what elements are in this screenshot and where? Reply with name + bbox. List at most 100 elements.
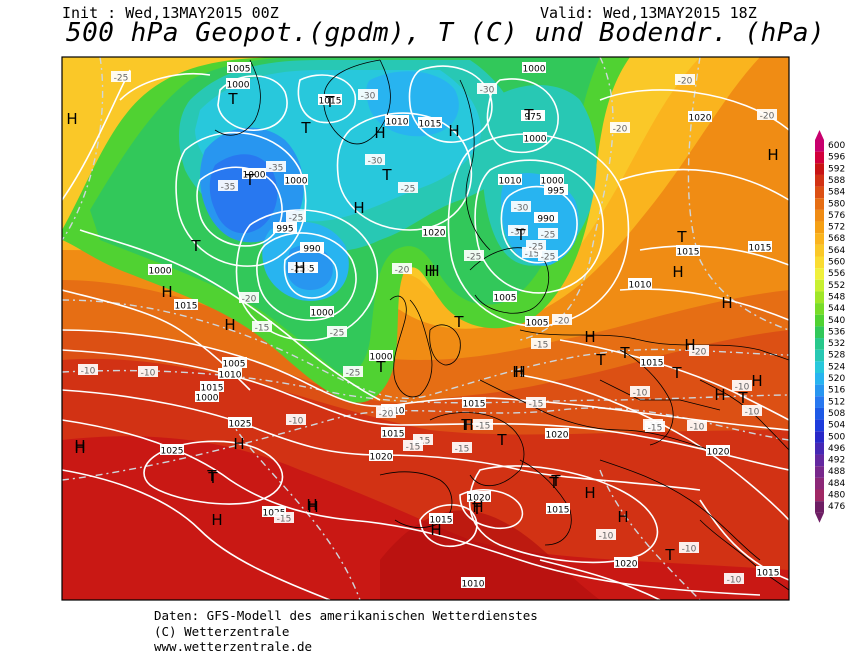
legend-label: 536 <box>828 327 845 337</box>
temperature-label: -20 <box>379 410 394 420</box>
pressure-label: 990 <box>537 215 554 225</box>
pressure-label: 1015 <box>175 302 198 312</box>
map-frame <box>61 56 790 601</box>
footer-copyright: (C) Wetterzentrale <box>154 623 290 639</box>
temperature-label: -10 <box>682 545 697 555</box>
pressure-label-bg <box>148 264 172 275</box>
high-pressure-marker: H <box>584 328 595 346</box>
legend-label: 600 <box>828 141 845 151</box>
low-pressure-marker: T <box>671 364 682 382</box>
pressure-label-bg <box>200 381 224 392</box>
legend-label: 504 <box>828 421 845 431</box>
temperature-label: -10 <box>599 532 614 542</box>
legend-swatch <box>815 221 824 234</box>
low-pressure-marker: T <box>375 358 386 376</box>
temperature-label-bg <box>365 154 385 165</box>
temperature-label-bg <box>252 321 272 332</box>
temperature-label-bg <box>675 74 695 85</box>
temperature-label: -10 <box>727 576 742 586</box>
pressure-label-bg <box>521 110 545 121</box>
pressure-label-bg <box>242 168 266 179</box>
pressure-label: 1000 <box>227 81 250 91</box>
temperature-label-bg <box>327 326 347 337</box>
temperature-label: -30 <box>368 157 383 167</box>
pressure-label: 1000 <box>370 353 393 363</box>
legend-label: 512 <box>828 397 845 407</box>
temperature-label-bg <box>526 240 546 251</box>
footer-url[interactable]: www.wetterzentrale.de <box>154 639 313 654</box>
temperature-label: -25 <box>401 185 416 195</box>
temperature-field <box>62 57 789 600</box>
temperature-label-group: -25-30-30-35-35-30-25-25-30-30-20-20-15-… <box>78 71 777 586</box>
low-pressure-marker: T <box>324 93 335 111</box>
legend-label: 520 <box>828 374 845 384</box>
high-pressure-marker: H <box>224 316 235 334</box>
low-pressure-marker: T <box>676 228 687 246</box>
low-pressure-marker: T <box>300 119 311 137</box>
legend-swatch <box>815 244 824 257</box>
pressure-label: 1000 <box>311 309 334 319</box>
pressure-label: 1010 <box>386 118 409 128</box>
pressure-label-bg <box>429 513 453 524</box>
legend-bottom-arrow <box>815 512 824 523</box>
temperature-label: -15 <box>476 422 491 432</box>
temperature-label-bg <box>531 338 551 349</box>
pressure-label-bg <box>422 226 446 237</box>
temperature-label: -20 <box>555 317 570 327</box>
pressure-label: 1015 <box>319 97 342 107</box>
temperature-label-bg <box>645 421 665 432</box>
high-pressure-marker: H <box>424 262 435 280</box>
legend-label: 552 <box>828 281 845 291</box>
chart-title: 500 hPa Geopot.(gpdm), T (C) und Bodendr… <box>66 18 826 48</box>
pressure-label-bg <box>498 174 522 185</box>
legend-label: 576 <box>828 211 845 221</box>
legend-swatch <box>815 501 824 513</box>
temperature-label-bg <box>403 440 423 451</box>
legend-swatch <box>815 268 824 280</box>
temperature-label-bg <box>538 228 558 239</box>
temperature-label: -15 <box>455 445 470 455</box>
pressure-label-bg <box>493 291 517 302</box>
temperature-label: -30 <box>511 228 526 238</box>
pressure-label: 1020 <box>423 229 446 239</box>
legend-swatch <box>815 209 824 222</box>
temperature-label-bg <box>732 380 752 391</box>
pressure-label-bg <box>614 557 638 568</box>
pressure-label-bg <box>222 357 246 368</box>
high-pressure-marker: H <box>211 511 222 529</box>
temperature-label: -10 <box>141 369 156 379</box>
legend-label: 500 <box>828 432 845 442</box>
pressure-label: 1020 <box>615 560 638 570</box>
temperature-label: -25 <box>541 253 556 263</box>
low-pressure-marker: T <box>227 90 238 108</box>
pressure-label-bg <box>369 350 393 361</box>
low-pressure-marker: T <box>471 500 482 518</box>
high-pressure-marker: H <box>374 124 385 142</box>
temperature-label-bg <box>413 434 433 445</box>
temperature-label: -15 <box>277 515 292 525</box>
high-pressure-marker: H <box>714 386 725 404</box>
pressure-label: 1015 <box>677 248 700 258</box>
temperature-label-bg <box>288 262 308 273</box>
pressure-label-bg <box>544 184 568 195</box>
temperature-label: -20 <box>242 295 257 305</box>
pressure-label: 1015 <box>382 430 405 440</box>
legend-swatch <box>815 198 824 210</box>
temperature-label: -25 <box>291 265 306 275</box>
legend-swatch <box>815 256 824 269</box>
low-pressure-marker: T <box>664 546 675 564</box>
legend-label: 508 <box>828 409 845 419</box>
pressure-label-bg <box>218 368 242 379</box>
pressure-label: 1025 <box>161 447 184 457</box>
high-pressure-marker: H <box>430 521 441 539</box>
legend-label: 592 <box>828 164 845 174</box>
temperature-label: -10 <box>745 408 760 418</box>
pressure-label: 1010 <box>499 177 522 187</box>
temperature-label-bg <box>398 182 418 193</box>
low-pressure-marker: T <box>381 166 392 184</box>
temperature-label: -25 <box>346 369 361 379</box>
temperature-label-bg <box>522 247 542 258</box>
temperature-label: -20 <box>613 125 628 135</box>
high-pressure-marker: H <box>514 363 525 381</box>
high-pressure-marker: H <box>584 484 595 502</box>
